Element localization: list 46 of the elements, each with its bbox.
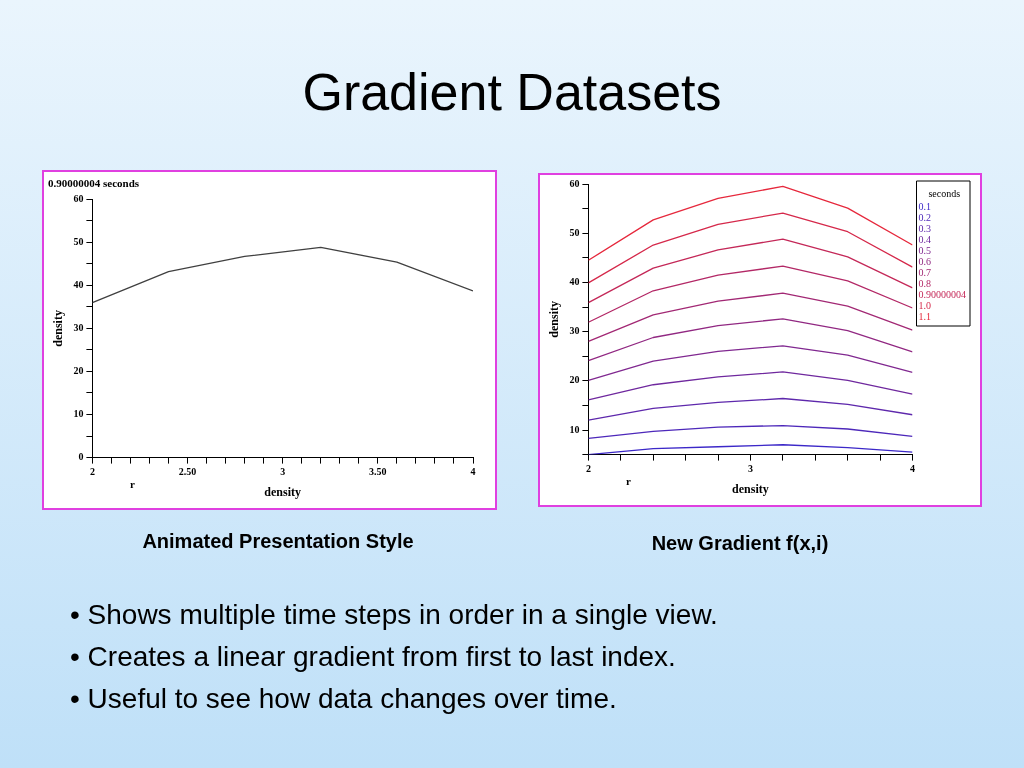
- y-tick-label: 40: [569, 275, 580, 287]
- y-tick-label: 30: [569, 325, 580, 337]
- x-axis-title: density: [264, 484, 302, 499]
- y-tick-label: 10: [569, 423, 580, 435]
- y-tick-label: 50: [569, 226, 580, 238]
- legend-title: seconds: [928, 187, 961, 199]
- x-tick-label: 2: [585, 463, 591, 475]
- x-tick-label: 4: [910, 463, 915, 475]
- text: 0.1: [918, 200, 931, 212]
- text: New Gradient f(x,i): [650, 532, 830, 555]
- text: 1.0: [918, 299, 931, 311]
- x-tick-label: 4: [470, 466, 476, 478]
- text: 0.2: [918, 211, 931, 223]
- text: • Useful to see how data changes over time.: [70, 682, 618, 716]
- text: 0.5: [918, 244, 931, 256]
- y-tick-label: 50: [73, 235, 84, 247]
- x-tick-label: 3: [747, 463, 753, 475]
- x-tick-label: 3.50: [369, 466, 387, 478]
- series-label: 0.90000004: [918, 288, 966, 300]
- x-axis-title: density: [732, 481, 769, 496]
- text: • Creates a linear gradient from first to last index.: [70, 640, 677, 674]
- x-tick-label: 2.50: [178, 466, 197, 478]
- y-axis-title: density: [51, 310, 66, 347]
- text: r: [129, 477, 135, 490]
- text: Gradient Datasets: [301, 62, 723, 122]
- chart-title: 0.90000004 seconds: [48, 177, 140, 190]
- y-axis-title: density: [547, 300, 562, 338]
- y-tick-label: 10: [73, 408, 84, 420]
- x-tick-label: 2: [89, 466, 95, 478]
- text: • Shows multiple time steps in order in a single view.: [70, 598, 718, 632]
- x-tick-label: 3: [280, 466, 286, 478]
- y-tick-label: 0: [78, 451, 84, 463]
- y-tick-label: 20: [569, 374, 580, 386]
- text: 0.7: [918, 266, 931, 278]
- text: 1.1: [918, 310, 931, 322]
- y-tick-label: 60: [73, 192, 84, 204]
- y-tick-label: 20: [73, 365, 84, 377]
- text: Animated Presentation Style: [141, 530, 415, 553]
- text: 0.6: [918, 255, 931, 267]
- text: 0.3: [918, 222, 931, 234]
- y-tick-label: 60: [569, 177, 580, 189]
- text: 0.8: [918, 277, 931, 289]
- text: r: [625, 474, 631, 487]
- text: 0.4: [918, 233, 931, 245]
- y-tick-label: 30: [73, 321, 84, 333]
- y-tick-label: 40: [73, 278, 84, 290]
